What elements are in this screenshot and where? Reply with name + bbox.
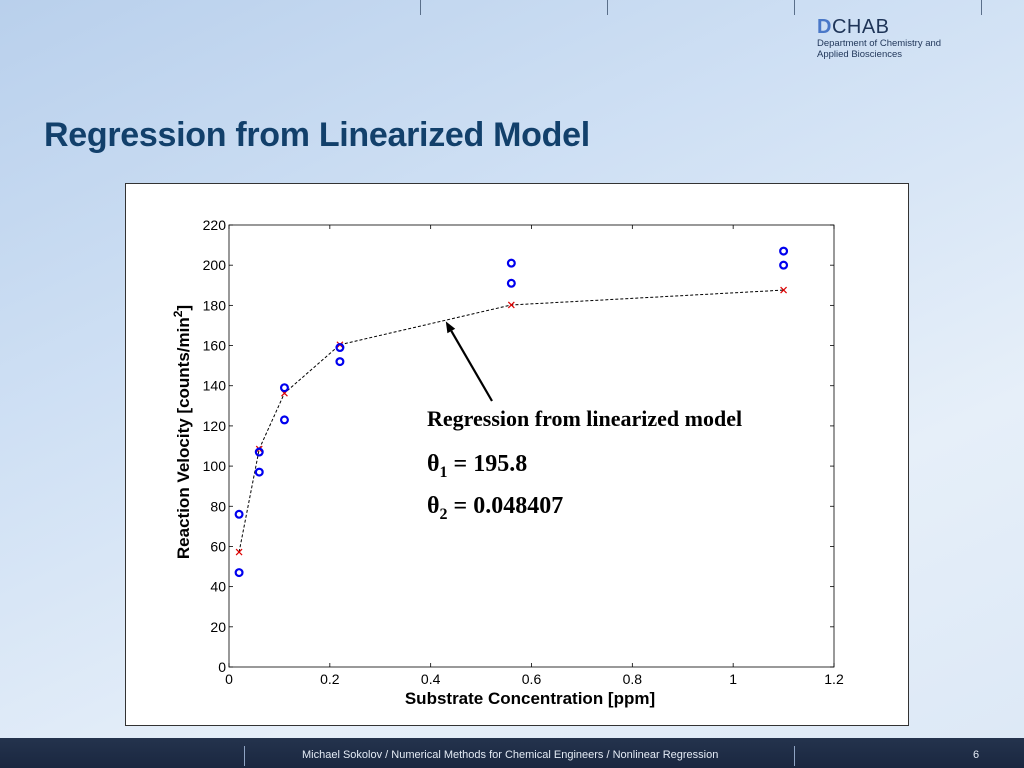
y-axis-label-end: ]: [174, 305, 193, 311]
footer-text: Michael Sokolov / Numerical Methods for …: [302, 749, 719, 761]
y-tick-label: 160: [203, 338, 227, 354]
observed-points: [234, 246, 789, 578]
theta-2-value: = 0.048407: [448, 493, 564, 519]
y-tick-label: 20: [210, 619, 226, 635]
logo-line-2: Applied Biosciences: [817, 49, 903, 60]
fitted-curve-line: [238, 289, 784, 553]
header-divider: [607, 0, 608, 15]
observed-point: [234, 509, 244, 519]
observed-point: [335, 357, 345, 367]
regression-chart: 0 0.2 0.4 0.6 0.8 1 1.2 0 20 40 60 80 100 120 140 160 18…: [171, 217, 844, 708]
theta-1-symbol: θ: [427, 451, 440, 477]
annotation-title: Regression from linearized model: [427, 406, 742, 431]
theta-2-subscript: 2: [440, 506, 448, 523]
x-tick-label: 0.2: [320, 671, 340, 687]
y-tick-label: 180: [203, 297, 227, 313]
y-axis-label-main: Reaction Velocity [counts/min: [174, 317, 193, 559]
fitted-point-stroke: [507, 301, 515, 309]
y-tick-label: 100: [203, 458, 227, 474]
fitted-point-stroke: [235, 548, 243, 556]
theta-1-subscript: 1: [440, 464, 448, 481]
page-number: 6: [973, 749, 980, 761]
annotation-arrow: [450, 330, 493, 402]
fitted-point: [507, 301, 515, 309]
observed-point: [254, 447, 264, 457]
y-tick-label: 40: [210, 579, 226, 595]
x-tick-label: 0.8: [623, 671, 643, 687]
x-tick-label: 1.2: [824, 671, 844, 687]
observed-point: [279, 415, 289, 425]
figure-panel: 0 0.2 0.4 0.6 0.8 1 1.2 0 20 40 60 80 100 120 140 160 18…: [125, 183, 909, 726]
observed-point: [254, 467, 264, 477]
header-divider: [420, 0, 421, 15]
observed-point: [506, 258, 516, 268]
fitted-point: [780, 286, 788, 294]
dchab-logo: DCHAB Department of Chemistry and Applie…: [817, 16, 941, 60]
slide-title: Regression from Linearized Model: [44, 116, 590, 154]
y-tick-label: 220: [203, 217, 227, 233]
theta-1-annotation: θ1 = 195.8: [427, 451, 527, 481]
header-divider: [981, 0, 982, 15]
y-tick-label: 120: [203, 418, 227, 434]
footer-divider: [244, 746, 245, 766]
logo-line-1: Department of Chemistry and: [817, 38, 942, 49]
logo-name: CHAB: [831, 16, 890, 38]
y-tick-label: 60: [210, 538, 226, 554]
y-tick-label: 140: [203, 378, 227, 394]
y-tick-label: 0: [218, 659, 226, 675]
y-axis-label: Reaction Velocity [counts/min2]: [171, 305, 193, 559]
x-tick-label: 0: [225, 671, 233, 687]
annotation-arrow-head: [445, 321, 456, 334]
fitted-point-stroke: [780, 286, 788, 294]
tick-labels: 0 0.2 0.4 0.6 0.8 1 1.2 0 20 40 60 80 100 120 140 160 18…: [203, 217, 844, 687]
observed-point: [779, 260, 789, 270]
logo-initial: D: [817, 16, 832, 38]
observed-point: [335, 343, 345, 353]
x-tick-label: 0.4: [421, 671, 441, 687]
x-axis-label: Substrate Concentration [ppm]: [405, 689, 655, 708]
theta-1-value: = 195.8: [448, 451, 528, 477]
theta-2-annotation: θ2 = 0.048407: [427, 493, 563, 523]
observed-point: [506, 278, 516, 288]
y-axis-label-sup: 2: [171, 310, 185, 317]
plot-frame: [228, 224, 835, 668]
footer-divider: [794, 746, 795, 766]
observed-point: [234, 568, 244, 578]
y-tick-label: 80: [210, 498, 226, 514]
fitted-point: [235, 548, 243, 556]
theta-2-symbol: θ: [427, 493, 440, 519]
axes: [228, 224, 835, 668]
observed-point: [779, 246, 789, 256]
observed-point: [279, 383, 289, 393]
footer-bar: Michael Sokolov / Numerical Methods for …: [0, 738, 1024, 768]
header-divider: [794, 0, 795, 15]
x-tick-label: 1: [729, 671, 737, 687]
y-tick-label: 200: [203, 257, 227, 273]
x-tick-label: 0.6: [522, 671, 542, 687]
